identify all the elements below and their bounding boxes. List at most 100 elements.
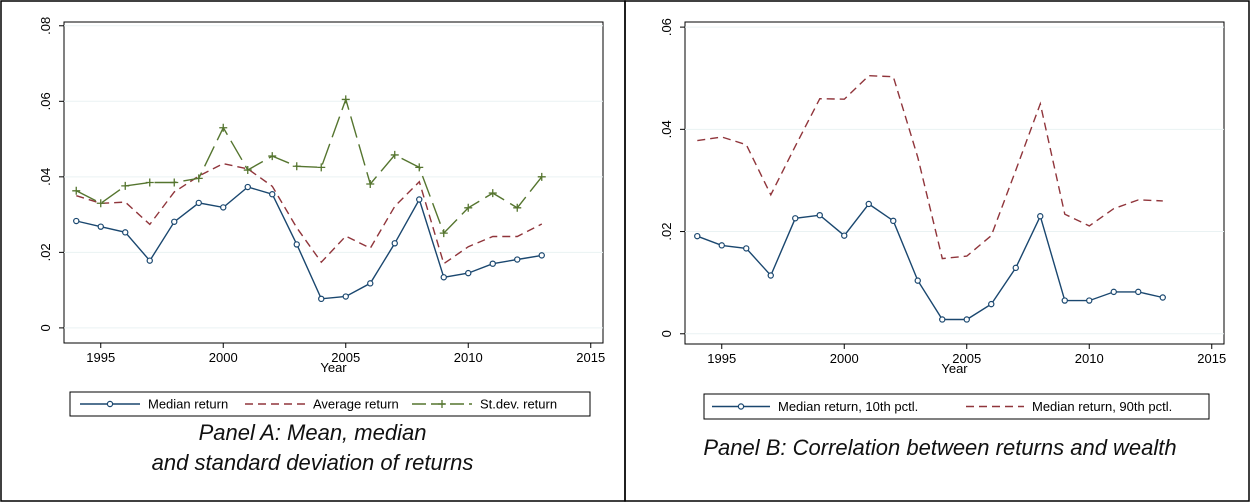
- panel-a-caption-line2: and standard deviation of returns: [151, 450, 474, 475]
- panel-b-data-point: [743, 245, 750, 252]
- panel-b-plot-frame: [684, 21, 1225, 345]
- panel-a-legend-box: [69, 391, 591, 417]
- panel-b-legend-box: [703, 393, 1210, 420]
- panel-a-data-point: [243, 166, 252, 175]
- panel-a-x-tick-label: 2010: [454, 350, 483, 365]
- panel-b-data-point: [890, 217, 897, 225]
- panel-a-legend-label-0: Median return: [148, 397, 228, 412]
- panel-a-legend-label-2: St.dev. return: [480, 397, 557, 412]
- panel-a-data-point: [318, 295, 325, 303]
- panel-b-data-point: [1086, 297, 1093, 304]
- panel-a-data-point: [538, 252, 545, 259]
- panel-a-data-point: [219, 123, 228, 132]
- panel-b-series-line-1: [697, 74, 1163, 260]
- panel-a-data-point: [317, 163, 326, 172]
- panel-b-data-point: [1012, 264, 1019, 272]
- panel-b-data-point: [963, 316, 970, 323]
- panel-b-data-point: [1061, 297, 1068, 304]
- panel-b-y-tick-label: .04: [659, 120, 674, 138]
- panel-a-y-tick-label: .06: [38, 92, 53, 110]
- panel-a-y-tick-label: .02: [38, 243, 53, 261]
- panel-b-data-point: [1110, 288, 1117, 296]
- panel-a-x-tick-label: 1995: [86, 350, 115, 365]
- panel-b-caption: Panel B: Correlation between returns and…: [640, 433, 1240, 463]
- panel-a-data-point: [244, 183, 251, 191]
- panel-b-x-tick-label: 2000: [830, 351, 859, 366]
- panel-b-data-point: [914, 277, 921, 284]
- panel-a-caption-line1: Panel A: Mean, median: [198, 420, 427, 445]
- panel-a-data-point: [194, 174, 203, 183]
- panel-a-data-point: [73, 217, 80, 225]
- panel-b-data-point: [718, 242, 725, 249]
- panel-a-data-point: [537, 172, 546, 181]
- panel-a-data-point: [220, 204, 227, 211]
- panel-b-data-point: [767, 272, 774, 279]
- panel-b-caption-line1: Panel B: Correlation between returns and…: [703, 435, 1177, 460]
- panel-a-series-line-0: [76, 186, 542, 300]
- panel-b-x-tick-label: 2015: [1197, 351, 1226, 366]
- panel-a-data-point: [489, 260, 496, 267]
- panel-b-data-point: [865, 200, 872, 208]
- panel-a-data-point: [292, 162, 301, 171]
- panel-b-y-tick-label: .02: [659, 223, 674, 241]
- panel-b-x-tick-label: 1995: [707, 351, 736, 366]
- panel-b-data-point: [939, 316, 946, 323]
- panel-a-y-tick-label: .08: [38, 17, 53, 35]
- panel-a-data-point: [195, 199, 202, 207]
- panel-a-data-point: [268, 152, 277, 161]
- panel-a-data-point: [96, 199, 105, 208]
- panel-b-data-point: [1159, 294, 1166, 301]
- panel-b-data-point: [1135, 288, 1142, 296]
- panel-b-data-point: [841, 232, 848, 239]
- panel-a-x-tick-label: 2005: [331, 350, 360, 365]
- panel-a-caption: Panel A: Mean, median and standard devia…: [40, 418, 585, 478]
- panel-a-data-point: [514, 256, 521, 263]
- panel-a-plot-frame: [63, 21, 604, 344]
- panel-a-data-point: [513, 203, 522, 212]
- panel-a-y-tick-label: 0: [38, 324, 53, 331]
- panel-a-data-point: [170, 178, 179, 187]
- panel-b-legend-label-0: Median return, 10th pctl.: [778, 399, 918, 414]
- panel-a-data-point: [122, 229, 129, 236]
- panel-a-data-point: [416, 196, 423, 203]
- panel-b-y-tick-label: 0: [659, 330, 674, 337]
- panel-a-data-point: [293, 241, 300, 248]
- panel-a-y-tick-label: .04: [38, 168, 53, 186]
- panel-b-legend-marker: [737, 403, 745, 410]
- panel-a-data-point: [390, 150, 399, 159]
- panel-a-x-axis-title: Year: [320, 360, 347, 375]
- panel-b-data-point: [792, 215, 799, 222]
- panel-b-x-tick-label: 2005: [952, 351, 981, 366]
- panel-a-data-point: [367, 280, 374, 287]
- panel-a-data-point: [440, 274, 447, 281]
- panel-a-series-line-1: [76, 162, 543, 265]
- panel-a-series-line-2: [75, 97, 543, 235]
- panel-b-x-axis-title: Year: [941, 361, 968, 376]
- panel-b-y-tick-label: .06: [659, 18, 674, 36]
- panel-a-data-point: [366, 180, 375, 189]
- panel-a-data-point: [121, 181, 130, 190]
- panel-a-x-tick-label: 2015: [576, 350, 605, 365]
- panel-b-border: [624, 0, 1250, 502]
- panel-a-data-point: [391, 240, 398, 247]
- panel-a-data-point: [97, 223, 104, 230]
- panel-a-data-point: [72, 186, 81, 195]
- panel-a-data-point: [464, 203, 473, 212]
- panel-b-data-point: [694, 232, 701, 240]
- panel-a-legend-marker: [106, 400, 114, 408]
- panel-b-x-tick-label: 2010: [1075, 351, 1104, 366]
- panel-a-data-point: [439, 229, 448, 238]
- panel-a-data-point: [465, 269, 472, 277]
- panel-a-data-point: [488, 189, 497, 198]
- panel-b-data-point: [1037, 213, 1044, 220]
- panel-a-data-point: [341, 95, 350, 104]
- panel-b-data-point: [988, 300, 995, 308]
- panel-a-data-point: [146, 257, 153, 264]
- panel-a-legend-marker: [438, 400, 446, 408]
- panel-a-data-point: [145, 178, 154, 187]
- panel-a-data-point: [171, 218, 178, 225]
- panel-b-chart: 0 .02 .04 .06 1995 2000 2005 2010 2015 Year Median…: [659, 18, 1226, 420]
- panel-a-data-point: [342, 293, 349, 300]
